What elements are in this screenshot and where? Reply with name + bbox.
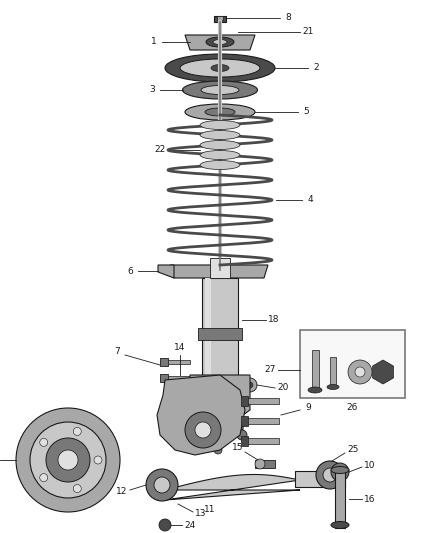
Bar — [160, 358, 168, 366]
Circle shape — [94, 456, 102, 464]
Bar — [217, 16, 223, 20]
Circle shape — [215, 390, 225, 400]
Text: 1: 1 — [151, 37, 157, 46]
Ellipse shape — [180, 59, 260, 77]
Polygon shape — [373, 360, 393, 384]
Bar — [247, 398, 279, 404]
Text: 6: 6 — [127, 266, 133, 276]
Circle shape — [73, 427, 81, 435]
Text: 21: 21 — [302, 28, 314, 36]
Circle shape — [159, 519, 171, 531]
Circle shape — [215, 413, 225, 423]
Circle shape — [316, 461, 344, 489]
Ellipse shape — [200, 141, 240, 149]
Bar — [300, 330, 405, 398]
Ellipse shape — [327, 384, 339, 390]
Ellipse shape — [185, 104, 255, 120]
Text: 7: 7 — [114, 348, 120, 357]
Text: 15: 15 — [232, 443, 244, 453]
Text: 26: 26 — [346, 403, 358, 413]
Circle shape — [214, 446, 222, 454]
Bar — [198, 328, 242, 340]
Circle shape — [73, 484, 81, 492]
Circle shape — [255, 459, 265, 469]
Bar — [202, 278, 238, 380]
Bar — [335, 470, 345, 528]
Circle shape — [154, 477, 170, 493]
Bar — [247, 438, 279, 444]
Text: 12: 12 — [117, 488, 128, 497]
Text: 4: 4 — [307, 196, 313, 205]
Ellipse shape — [200, 150, 240, 159]
Bar — [168, 376, 190, 380]
Circle shape — [195, 422, 211, 438]
Text: 22: 22 — [154, 146, 166, 155]
Bar — [255, 460, 275, 468]
Text: 24: 24 — [184, 521, 196, 529]
Circle shape — [58, 450, 78, 470]
Circle shape — [323, 468, 337, 482]
Bar — [241, 436, 248, 446]
Ellipse shape — [200, 160, 240, 169]
Circle shape — [40, 474, 48, 482]
Ellipse shape — [331, 521, 349, 529]
Text: 10: 10 — [364, 461, 376, 470]
Text: 14: 14 — [174, 343, 186, 352]
Circle shape — [237, 430, 247, 440]
Text: 8: 8 — [285, 13, 291, 22]
Ellipse shape — [200, 120, 240, 130]
Bar — [247, 418, 279, 424]
Ellipse shape — [200, 131, 240, 140]
Ellipse shape — [206, 37, 234, 47]
Ellipse shape — [331, 466, 349, 473]
Text: 11: 11 — [204, 505, 216, 514]
Circle shape — [46, 438, 90, 482]
Bar — [241, 416, 248, 426]
Bar — [168, 360, 190, 364]
Circle shape — [355, 367, 365, 377]
Circle shape — [40, 438, 48, 446]
Circle shape — [146, 469, 178, 501]
Polygon shape — [190, 375, 250, 430]
Polygon shape — [165, 474, 300, 500]
Circle shape — [348, 360, 372, 384]
Polygon shape — [185, 35, 255, 50]
Ellipse shape — [213, 39, 227, 44]
Ellipse shape — [205, 108, 235, 116]
Polygon shape — [157, 375, 245, 455]
Text: 5: 5 — [303, 108, 309, 117]
Ellipse shape — [201, 85, 239, 94]
Bar — [214, 16, 226, 22]
Bar — [210, 258, 230, 278]
Bar — [312, 350, 319, 388]
Ellipse shape — [308, 387, 322, 393]
Polygon shape — [170, 265, 268, 278]
Bar — [241, 396, 248, 406]
Circle shape — [30, 422, 106, 498]
Text: 3: 3 — [149, 85, 155, 94]
Ellipse shape — [211, 64, 229, 71]
Bar — [330, 357, 336, 385]
Circle shape — [331, 463, 349, 481]
Ellipse shape — [183, 81, 258, 99]
Text: 2: 2 — [313, 63, 319, 72]
Circle shape — [185, 412, 221, 448]
Text: 27: 27 — [264, 366, 276, 375]
Text: 25: 25 — [347, 446, 359, 455]
Circle shape — [247, 382, 253, 388]
Text: 13: 13 — [195, 510, 207, 519]
Polygon shape — [158, 265, 174, 278]
Circle shape — [16, 408, 120, 512]
Text: 20: 20 — [277, 384, 289, 392]
Text: 16: 16 — [364, 495, 376, 504]
Text: 18: 18 — [268, 316, 280, 325]
Bar — [295, 471, 345, 487]
Ellipse shape — [165, 54, 275, 82]
Text: 9: 9 — [305, 403, 311, 413]
Bar — [205, 278, 211, 380]
Bar — [160, 374, 168, 382]
Circle shape — [243, 378, 257, 392]
